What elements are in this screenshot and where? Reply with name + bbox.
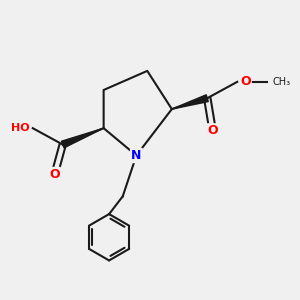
Polygon shape (61, 128, 103, 148)
Text: N: N (131, 149, 142, 162)
Text: O: O (207, 124, 218, 137)
Text: CH₃: CH₃ (273, 77, 291, 87)
Polygon shape (172, 95, 208, 109)
Text: O: O (49, 168, 60, 181)
Text: HO: HO (11, 123, 30, 133)
Text: O: O (240, 75, 250, 88)
